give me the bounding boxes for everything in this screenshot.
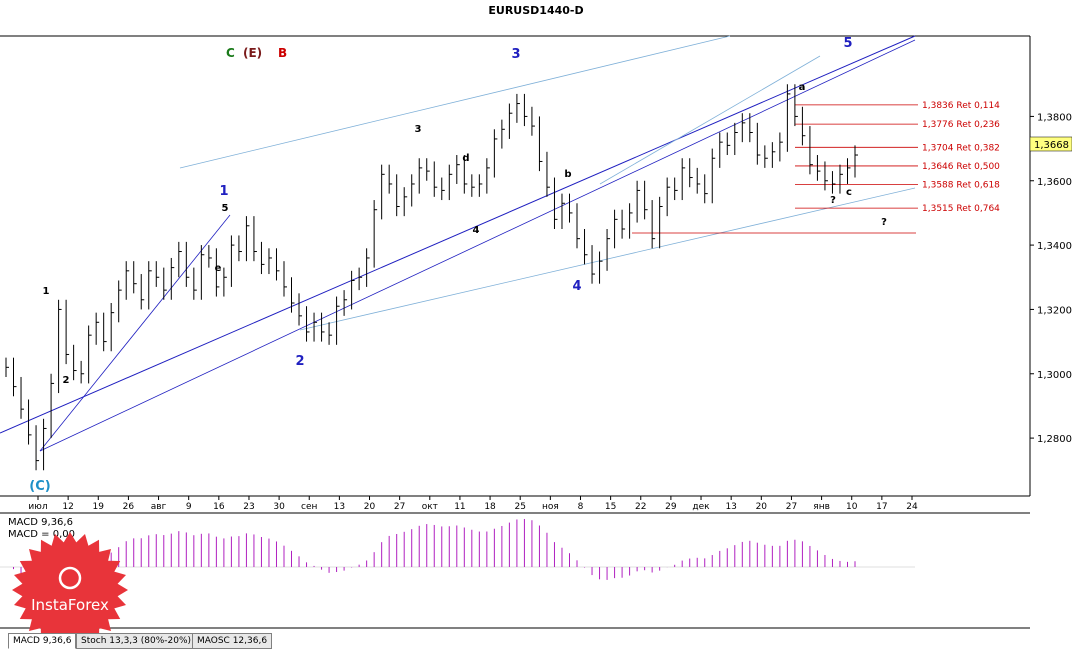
wave-label-minor: d — [462, 153, 469, 164]
date-tick-label: 10 — [846, 502, 858, 512]
wave-label-minor: 5 — [222, 203, 229, 214]
date-tick-label: 19 — [93, 502, 105, 512]
date-tick-label: 26 — [123, 502, 135, 512]
date-tick-label: 11 — [454, 502, 465, 512]
indicator-tab-bar: MACD 9,36,6 Stoch 13,3,3 (80%-20%) MAOSC… — [0, 630, 1072, 650]
current-price-label: 1,3668 — [1034, 140, 1069, 151]
date-tick-label: июл — [28, 502, 47, 512]
wave-label-minor: ? — [830, 195, 836, 206]
wave-label-major: 4 — [572, 279, 581, 294]
fib-label: 1,3588 Ret 0,618 — [922, 181, 1000, 191]
trend-line — [0, 35, 916, 434]
trend-line — [179, 35, 731, 169]
date-tick-label: 29 — [665, 502, 677, 512]
price-tick-label: 1,3400 — [1037, 241, 1072, 252]
fib-label: 1,3515 Ret 0,764 — [922, 204, 1000, 214]
wave-legend: C (E) B — [226, 46, 287, 60]
wave-label-minor: 3 — [415, 124, 422, 135]
wave-label-minor: ? — [881, 217, 887, 228]
date-axis-labels: июл 12 19 26 авг 9 16 23 30 сен 13 20 27 окт 11 18 25 ноя… — [28, 496, 918, 512]
date-tick-label: авг — [151, 502, 167, 512]
wave-label-major: 3 — [511, 47, 520, 62]
trend-line — [599, 55, 821, 185]
fib-label: 1,3836 Ret 0,114 — [922, 101, 1000, 111]
date-tick-label: 13 — [334, 502, 345, 512]
macd-histogram — [13, 519, 856, 588]
legend-entry: (E) — [243, 46, 262, 60]
date-tick-label: 17 — [876, 502, 887, 512]
tab-stochastic[interactable]: Stoch 13,3,3 (80%-20%) — [76, 633, 197, 649]
date-tick-label: окт — [422, 502, 438, 512]
instaforex-logo: InstaForex — [12, 532, 128, 648]
price-bars — [5, 84, 858, 471]
price-tick-label: 1,3200 — [1037, 305, 1072, 316]
date-tick-label: 20 — [756, 502, 768, 512]
date-tick-label: 22 — [635, 502, 646, 512]
logo-emblem — [58, 566, 82, 590]
fib-label: 1,3646 Ret 0,500 — [922, 162, 1000, 172]
date-tick-label: дек — [692, 502, 710, 512]
fibonacci-levels: 1,3836 Ret 0,114 1,3776 Ret 0,236 1,3704 R… — [632, 101, 1000, 234]
price-tick-label: 1,3600 — [1037, 177, 1072, 188]
wave-label-major: 1 — [219, 184, 228, 199]
macd-label: MACD 9,36,6 — [8, 517, 73, 528]
price-axis-labels: 1,3800 1,3600 1,3400 1,3200 1,3000 1,2800 — [1030, 112, 1072, 445]
wave-label-major: 2 — [295, 354, 304, 369]
date-tick-label: 27 — [786, 502, 797, 512]
date-tick-label: 9 — [186, 502, 192, 512]
date-tick-label: сен — [301, 502, 317, 512]
logo-badge — [12, 532, 128, 648]
price-tick-label: 1,3800 — [1037, 112, 1072, 123]
date-tick-label: 23 — [243, 502, 254, 512]
date-tick-label: 20 — [364, 502, 376, 512]
wave-label-minor: 2 — [63, 375, 70, 386]
wave-label-minor: 4 — [473, 225, 480, 236]
date-tick-label: 27 — [394, 502, 405, 512]
date-tick-label: 13 — [725, 502, 736, 512]
current-price-badge — [1029, 136, 1072, 152]
date-tick-label: 25 — [514, 502, 525, 512]
wave-label-minor: a — [799, 82, 806, 93]
wave-label-minor: c — [846, 187, 852, 198]
date-tick-label: 12 — [62, 502, 73, 512]
wave-labels: 1 2 3 4 5 (C) 1 2 3 4 5 a b c d e?? — [29, 36, 887, 494]
legend-entry: B — [278, 46, 287, 60]
wave-label-primary: (C) — [29, 479, 50, 494]
date-tick-label: 8 — [578, 502, 584, 512]
date-tick-label: 24 — [906, 502, 918, 512]
price-tick-label: 1,2800 — [1037, 434, 1072, 445]
date-tick-label: янв — [813, 502, 830, 512]
date-tick-label: 15 — [605, 502, 616, 512]
tab-maosc[interactable]: MAOSC 12,36,6 — [192, 633, 273, 649]
tab-macd[interactable]: MACD 9,36,6 — [8, 633, 77, 649]
wave-label-minor: e — [215, 263, 222, 274]
date-tick-label: ноя — [542, 502, 559, 512]
macd-value-label: MACD = 0,00 — [8, 529, 75, 540]
price-tick-label: 1,3000 — [1037, 370, 1072, 381]
wave-label-major: 5 — [843, 36, 852, 51]
date-tick-label: 16 — [213, 502, 225, 512]
trend-line — [39, 214, 231, 452]
wave-label-minor: 1 — [43, 286, 50, 297]
legend-entry: C — [226, 46, 235, 60]
trend-line — [39, 39, 916, 452]
logo-text: InstaForex — [31, 596, 109, 614]
fib-label: 1,3776 Ret 0,236 — [922, 120, 1000, 130]
wave-label-minor: b — [564, 169, 571, 180]
fib-label: 1,3704 Ret 0,382 — [922, 143, 1000, 153]
date-tick-label: 18 — [484, 502, 496, 512]
chart-title: EURUSD1440-D — [488, 4, 583, 17]
date-tick-label: 30 — [273, 502, 285, 512]
